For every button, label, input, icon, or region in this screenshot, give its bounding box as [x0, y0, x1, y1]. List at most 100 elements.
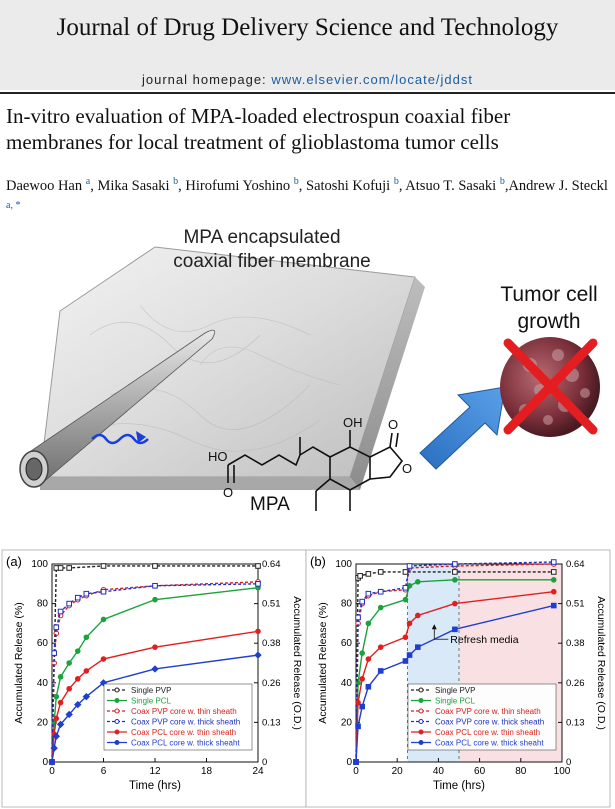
data-point — [359, 650, 365, 656]
data-point — [100, 563, 107, 569]
legend-label: Coax PCL core w. thin sheath — [131, 728, 236, 737]
legend-marker — [114, 698, 120, 703]
data-point — [359, 598, 365, 605]
x-axis-title: Time (hrs) — [129, 780, 181, 792]
data-point — [355, 614, 361, 621]
legend-marker — [418, 698, 424, 703]
homepage-link[interactable]: www.elsevier.com/locate/jddst — [271, 72, 473, 87]
homepage-label: journal homepage: — [141, 72, 267, 87]
author-separator: , — [398, 177, 406, 194]
y2-tick-label: 0.64 — [262, 559, 281, 570]
y-tick-label: 80 — [341, 599, 353, 610]
data-point — [57, 608, 64, 615]
legend-marker — [114, 729, 120, 735]
data-point — [365, 590, 372, 597]
y-tick-label: 0 — [42, 757, 48, 768]
annotation-label: Refresh media — [450, 634, 518, 646]
data-point — [151, 665, 159, 673]
data-point — [357, 573, 363, 579]
y2-tick-label: 0.38 — [262, 638, 281, 649]
journal-header — [0, 0, 615, 90]
data-point — [377, 569, 384, 575]
data-point — [66, 660, 72, 666]
data-point — [402, 658, 409, 664]
data-point — [415, 579, 421, 585]
data-point — [57, 699, 64, 706]
data-point — [406, 652, 413, 658]
series-line — [355, 579, 554, 763]
author-name[interactable]: Mika Sasaki — [97, 177, 170, 194]
author-name[interactable]: Andrew J. Steckl — [508, 177, 608, 194]
legend-marker — [418, 719, 424, 724]
y2-tick-label: 0.38 — [566, 638, 585, 649]
author-separator: , — [90, 177, 98, 194]
legend-label: Single PCL — [131, 697, 172, 706]
series-line — [51, 630, 259, 763]
x-tick-label: 6 — [101, 766, 107, 777]
author-affiliation-marker[interactable]: b — [293, 176, 299, 187]
data-point — [402, 584, 409, 591]
y-tick-label: 40 — [341, 678, 353, 689]
author-name[interactable]: Daewoo Han — [6, 177, 83, 194]
y2-tick-label: 0.13 — [566, 717, 585, 728]
data-point — [52, 732, 60, 740]
series-line — [51, 581, 259, 763]
data-point — [377, 668, 384, 674]
legend-box — [103, 683, 253, 751]
data-point — [74, 594, 81, 601]
y2-tick-label: 0.64 — [566, 559, 585, 570]
author-separator: , — [504, 177, 509, 194]
legend-marker — [418, 740, 424, 745]
legend-label: Coax PCL core w. thin sheath — [435, 728, 540, 737]
author-name[interactable]: Hirofumi Yoshino — [185, 177, 291, 194]
legend-label: Coax PVP core w. thick sheath — [435, 718, 544, 727]
y-axis-title: Accumulated Release (%) — [13, 602, 25, 723]
author-affiliation-marker[interactable]: a — [85, 176, 91, 187]
legend-marker — [114, 740, 120, 745]
drug-name-label: MPA — [250, 494, 290, 515]
y2-axis-title: Accumulated Release (O.D.) — [291, 596, 303, 730]
fiber-membrane-illustration — [39, 246, 425, 490]
author-list: Daewoo Han a, Mika Sasaki b, Hirofumi Yo… — [6, 172, 611, 220]
tumor-cell-icon — [500, 337, 600, 437]
data-point — [255, 563, 261, 569]
data-point — [402, 596, 409, 603]
author-name[interactable]: Atsuo T. Sasaki — [405, 177, 497, 194]
y2-axis-title: Accumulated Release (O.D.) — [595, 596, 607, 730]
data-point — [377, 588, 384, 595]
chem-o-carbonyl: O — [388, 417, 398, 432]
author-affiliation-marker[interactable]: b — [173, 176, 179, 187]
legend-label: Coax PVP core w. thin sheath — [131, 707, 237, 716]
y-axis-title: Accumulated Release (%) — [317, 602, 329, 723]
legend-box — [407, 683, 557, 751]
y-tick-label: 20 — [341, 717, 353, 728]
author-separator: , — [178, 177, 186, 194]
data-point — [53, 693, 60, 700]
data-point — [402, 634, 409, 641]
data-point — [50, 744, 58, 752]
y-tick-label: 20 — [37, 717, 49, 728]
y-tick-label: 80 — [37, 599, 49, 610]
data-point — [48, 758, 56, 766]
series-line — [51, 583, 259, 763]
legend-label: Coax PCL core w. thick sheaht — [435, 739, 544, 748]
data-point — [66, 565, 72, 571]
legend-label: Single PVP — [131, 686, 171, 695]
legend-label: Single PCL — [435, 697, 476, 706]
author-name[interactable]: Satoshi Kofuji — [306, 177, 391, 194]
data-point — [74, 700, 82, 709]
data-point — [66, 600, 72, 607]
author-affiliation-marker[interactable]: a, * — [6, 199, 21, 211]
author-affiliation-marker[interactable]: b — [499, 176, 505, 187]
mpa-chemical-structure — [227, 430, 404, 511]
data-point — [402, 569, 409, 575]
data-point — [56, 720, 65, 729]
series-line — [355, 604, 554, 763]
legend-marker — [418, 729, 424, 735]
data-point — [152, 596, 158, 603]
journal-title: Journal of Drug Delivery Science and Tec… — [56, 14, 559, 41]
chart-panel: 0 20 40 60 80 10002040608010000.130.260.380.5… — [305, 549, 611, 808]
author-affiliation-marker[interactable]: b — [393, 176, 399, 187]
series-line — [51, 587, 259, 763]
data-point — [74, 676, 81, 682]
